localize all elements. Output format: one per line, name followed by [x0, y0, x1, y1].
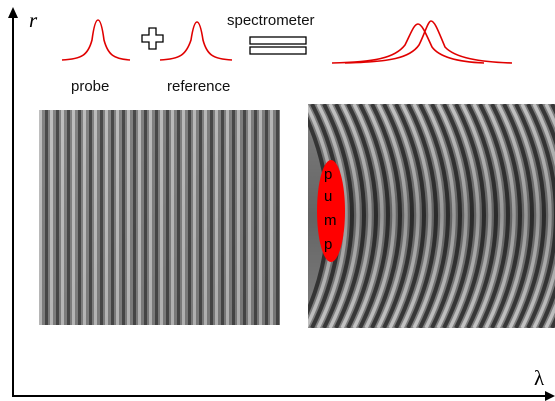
pump-letter-3: m: [324, 212, 337, 229]
y-axis-arrowhead: [8, 7, 18, 18]
pump-letter-1: p: [324, 166, 333, 183]
spectrometer-label: spectrometer: [227, 12, 315, 29]
pump-spot: [317, 160, 345, 262]
output-pulse-1: [331, 23, 485, 64]
output-pulses: [331, 20, 513, 64]
reference-label: reference: [167, 78, 231, 95]
spectrometer-icon: [249, 36, 307, 55]
pump-letter-2: u: [324, 188, 333, 205]
x-axis-label: λ: [534, 366, 545, 390]
pump-letter-4: p: [324, 236, 333, 253]
probe-pulse-curve: [61, 19, 131, 61]
reference-pulse-curve: [159, 21, 233, 61]
output-pulse-2: [344, 20, 513, 64]
probe-label: probe: [71, 78, 110, 95]
axes: [8, 7, 555, 401]
reference-interferogram: [39, 110, 280, 325]
plus-icon: [141, 27, 164, 50]
x-axis-arrowhead: [545, 391, 555, 401]
y-axis-label: r: [29, 8, 38, 32]
